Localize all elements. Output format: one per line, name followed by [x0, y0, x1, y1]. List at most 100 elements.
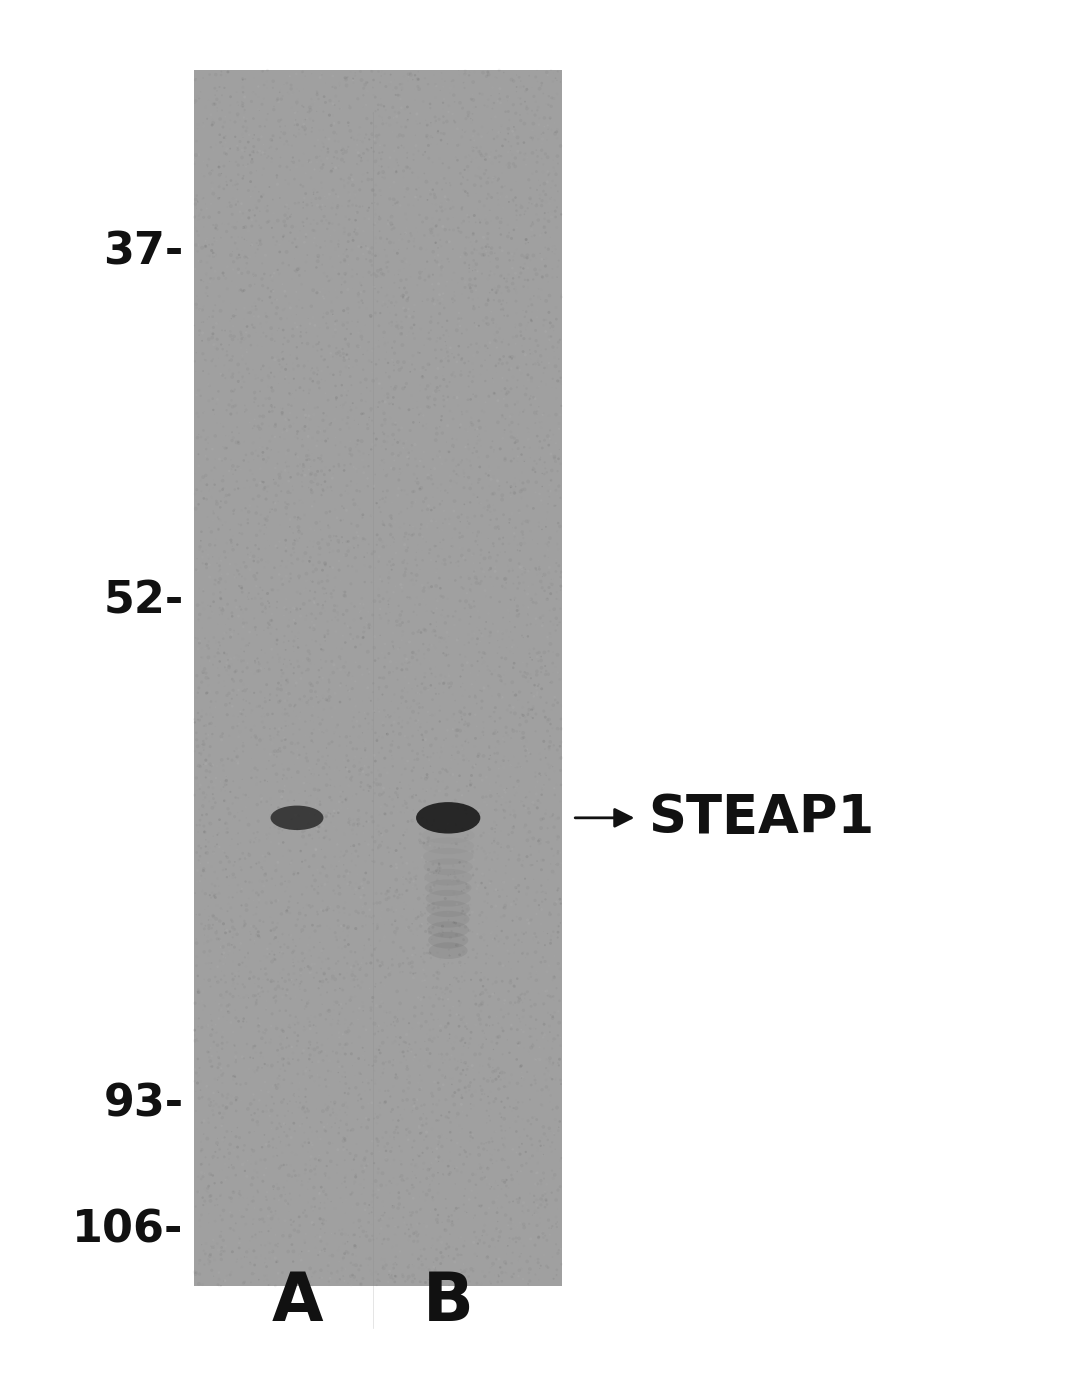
Point [437, 593, 455, 615]
Point [526, 1035, 543, 1057]
Point [237, 463, 254, 485]
Point [440, 1023, 457, 1046]
Point [315, 619, 333, 642]
Point [330, 1286, 348, 1309]
Point [488, 928, 505, 951]
Point [451, 1213, 469, 1236]
Point [495, 650, 512, 672]
Point [496, 386, 513, 408]
Point [491, 668, 509, 691]
Point [484, 691, 501, 713]
Point [276, 647, 294, 670]
Point [242, 1205, 259, 1227]
Point [498, 981, 515, 1004]
Point [526, 382, 543, 404]
Point [421, 1283, 438, 1306]
Point [354, 500, 372, 523]
Point [505, 337, 523, 359]
Point [227, 376, 244, 398]
Point [266, 333, 283, 355]
Point [373, 1220, 390, 1243]
Point [235, 726, 253, 748]
Point [437, 731, 455, 754]
Point [528, 988, 545, 1011]
Point [332, 1124, 349, 1146]
Point [435, 1208, 453, 1230]
Point [457, 323, 474, 345]
Point [354, 1246, 372, 1268]
Point [295, 1297, 312, 1320]
Point [423, 1183, 441, 1205]
Point [361, 818, 378, 840]
Point [519, 674, 537, 696]
Point [229, 1186, 246, 1208]
Point [521, 1311, 538, 1334]
Point [423, 190, 441, 212]
Point [487, 1048, 504, 1071]
Point [197, 380, 214, 403]
Point [194, 795, 212, 818]
Point [336, 408, 353, 431]
Point [324, 1120, 341, 1142]
Point [519, 1081, 537, 1103]
Point [378, 1264, 395, 1286]
Point [313, 946, 330, 969]
Point [262, 158, 280, 180]
Point [298, 106, 315, 129]
Point [264, 507, 281, 530]
Point [507, 1257, 524, 1279]
Point [237, 1307, 254, 1329]
Point [403, 991, 420, 1014]
Point [287, 1095, 305, 1117]
Point [335, 127, 352, 150]
Point [410, 152, 428, 175]
Point [195, 719, 213, 741]
Point [402, 1314, 419, 1336]
Point [525, 1107, 542, 1130]
Point [190, 621, 207, 643]
Point [216, 422, 233, 445]
Point [353, 313, 370, 336]
Point [222, 927, 240, 949]
Point [461, 797, 478, 819]
Point [433, 1120, 450, 1142]
Point [219, 558, 237, 580]
Point [448, 408, 465, 431]
Point [542, 570, 559, 593]
Point [229, 537, 246, 559]
Point [258, 1095, 275, 1117]
Point [446, 1264, 463, 1286]
Point [387, 309, 404, 331]
Point [449, 1062, 467, 1085]
Point [548, 972, 565, 994]
Point [505, 853, 523, 875]
Point [446, 124, 463, 147]
Point [194, 594, 212, 617]
Point [463, 1227, 481, 1250]
Point [512, 365, 529, 387]
Point [353, 1047, 370, 1069]
Point [285, 403, 302, 425]
Point [484, 1223, 501, 1246]
Point [227, 787, 244, 809]
Point [280, 1179, 297, 1201]
Point [405, 884, 422, 906]
Point [268, 692, 285, 714]
Point [354, 1083, 372, 1106]
Point [376, 127, 393, 150]
Point [203, 320, 220, 343]
Point [381, 375, 399, 397]
Point [472, 907, 489, 930]
Point [418, 958, 435, 980]
Point [310, 1247, 327, 1269]
Point [217, 1236, 234, 1258]
Point [281, 362, 298, 384]
Point [289, 467, 307, 489]
Point [535, 1254, 552, 1276]
Point [540, 814, 557, 836]
Point [382, 1304, 400, 1327]
Point [280, 906, 297, 928]
Point [507, 909, 524, 931]
Point [383, 422, 401, 445]
Point [267, 176, 284, 199]
